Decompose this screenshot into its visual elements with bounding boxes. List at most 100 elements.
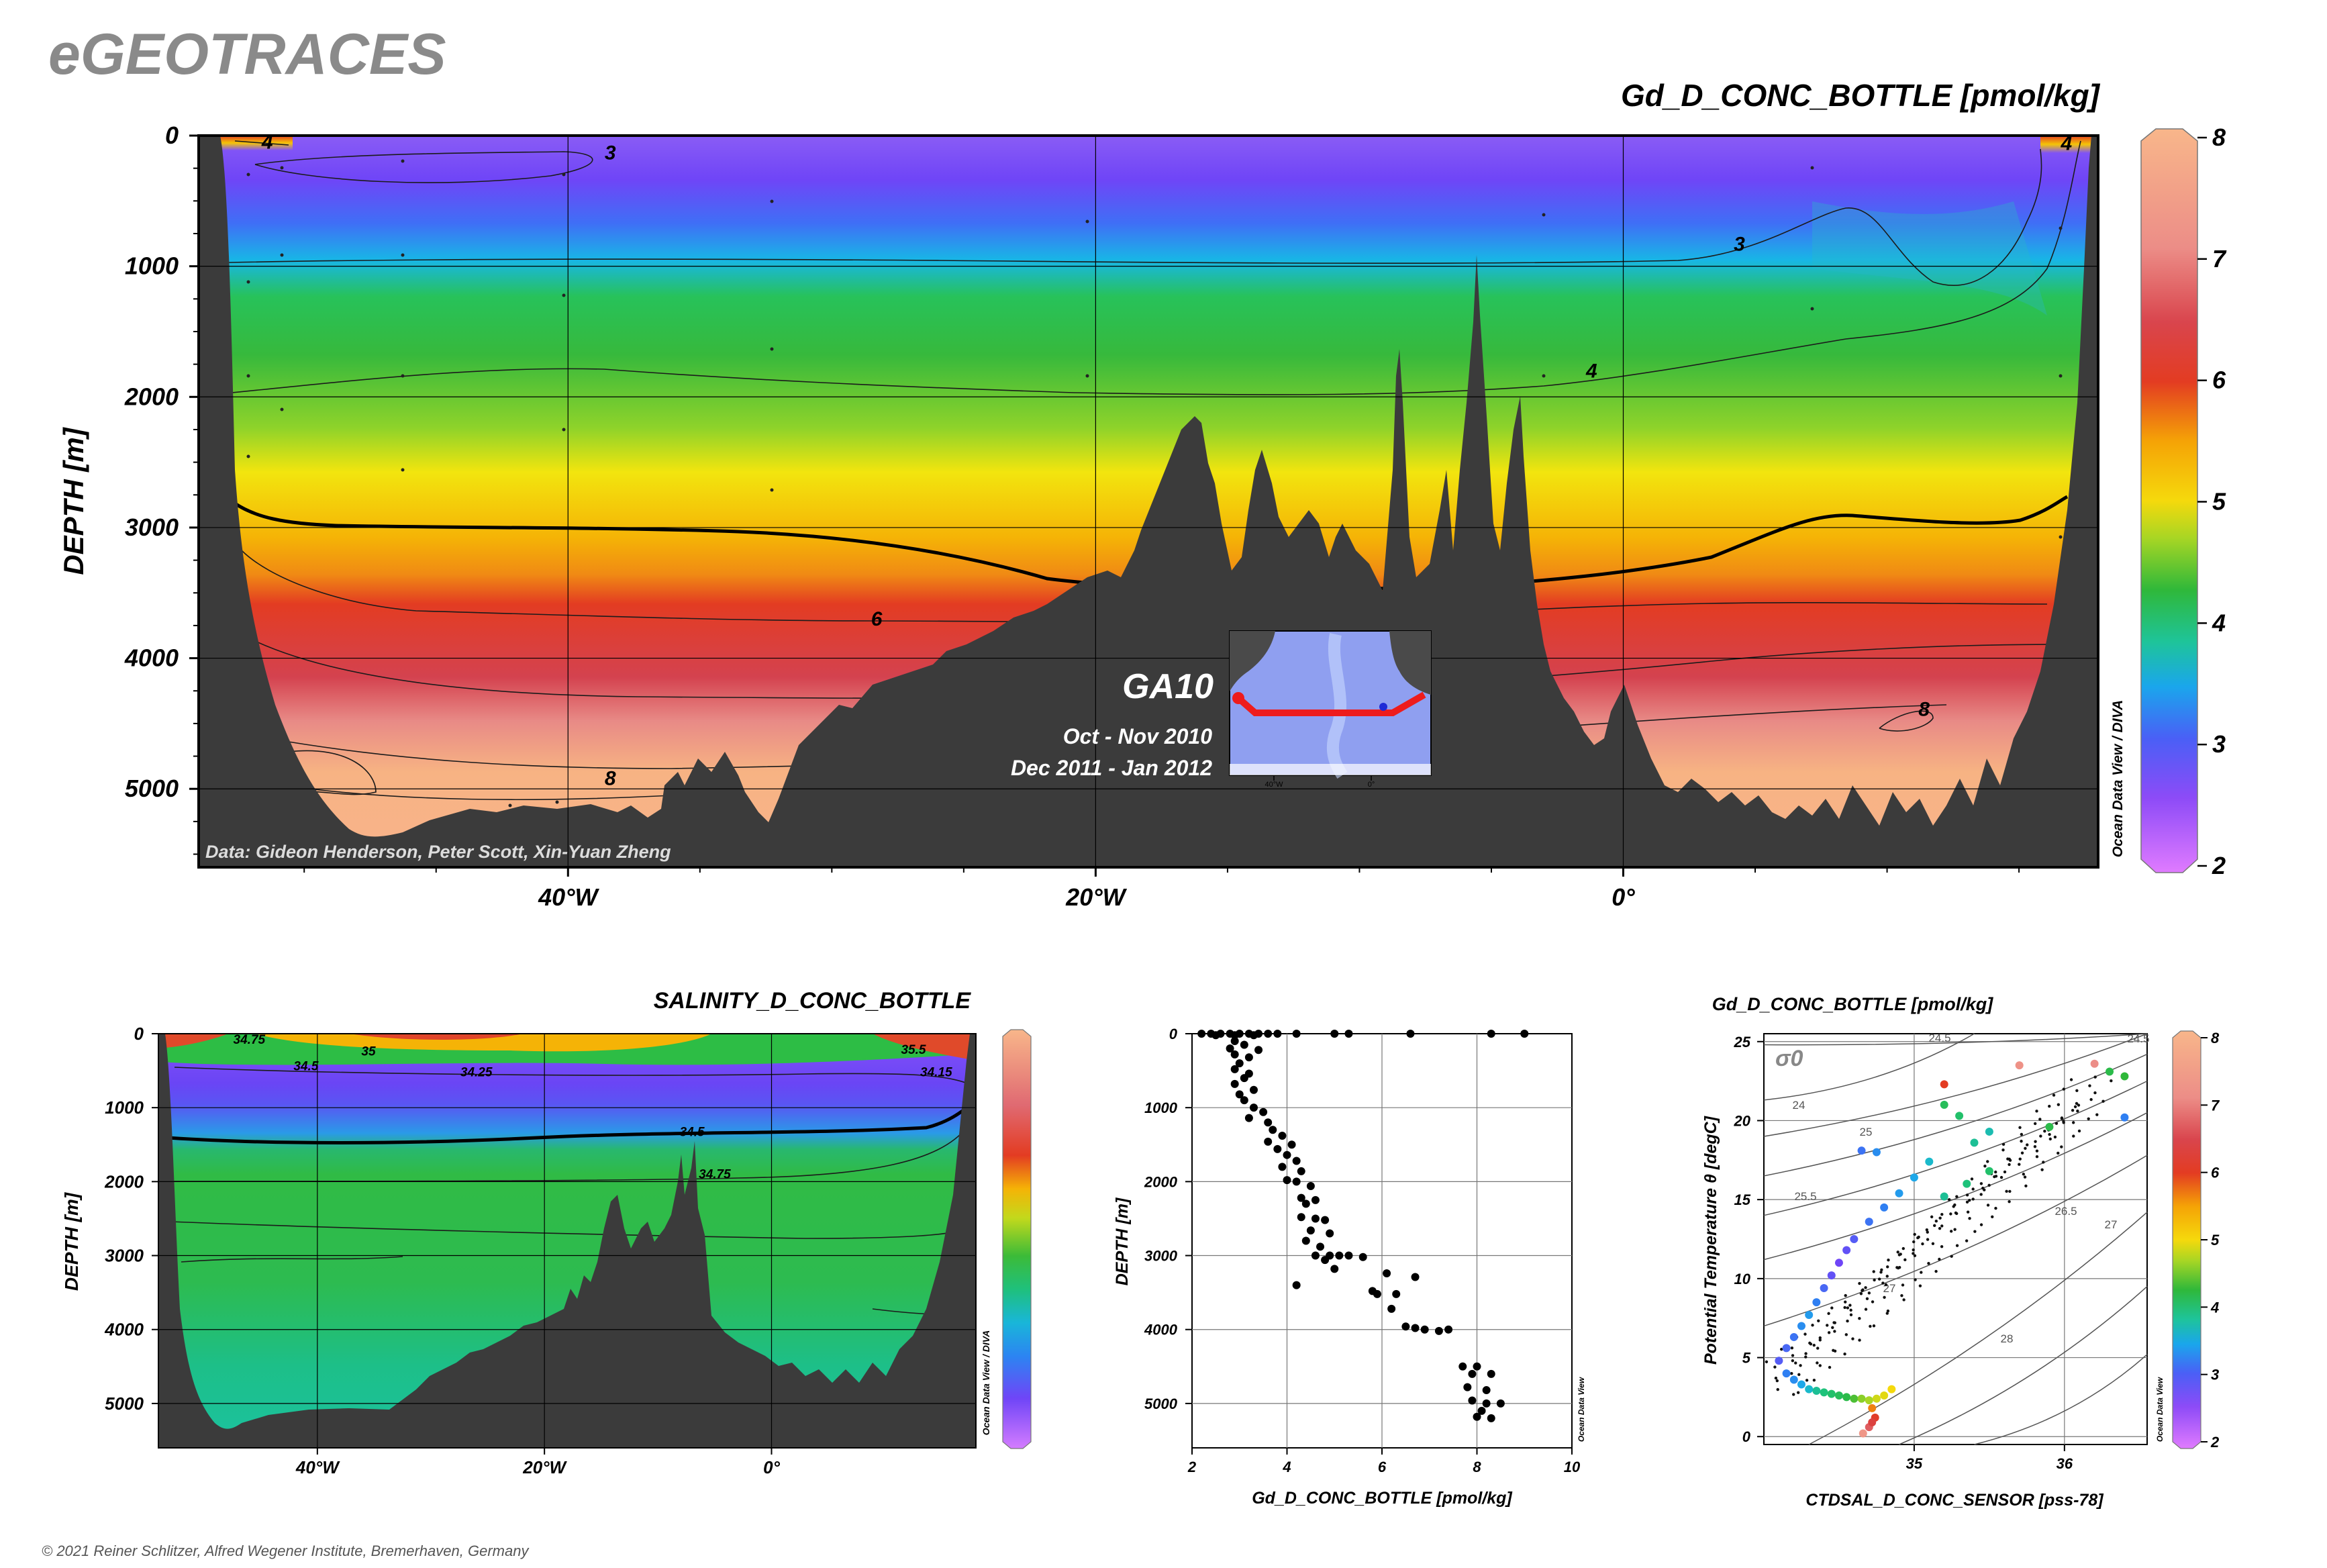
profile-point (1316, 1242, 1325, 1251)
profile-x-tick-label: 6 (1378, 1459, 1387, 1475)
profile-point (1321, 1256, 1330, 1265)
ts-background-point (2038, 1118, 2042, 1121)
ts-colorbar (2172, 1030, 2201, 1449)
profile-ylabel: DEPTH [m] (1113, 1197, 1132, 1285)
ts-background-point (1775, 1379, 1779, 1383)
profile-point (1468, 1396, 1477, 1405)
ts-background-point (1881, 1281, 1885, 1285)
ts-point (1789, 1332, 1798, 1341)
ts-point (2120, 1072, 2129, 1081)
ts-background-point (1920, 1271, 1923, 1274)
profile-point (1273, 1144, 1282, 1153)
ts-background-point (2072, 1134, 2075, 1138)
profile-point (1297, 1213, 1305, 1222)
ts-background-point (2040, 1168, 2044, 1171)
ts-background-point (1886, 1265, 1889, 1269)
salinity-frame (158, 1033, 977, 1449)
main-contour-label: 4 (1585, 360, 1597, 382)
sal-x-tick-label: 20°W (522, 1457, 567, 1477)
ts-background-point (1901, 1246, 1905, 1251)
profile-point (1249, 1104, 1258, 1112)
ts-point (1880, 1203, 1889, 1212)
profile-point (1230, 1065, 1239, 1073)
ts-background-point (2071, 1121, 2075, 1124)
profile-point (1520, 1030, 1529, 1038)
main-x-tick-label: 20°W (1065, 883, 1127, 911)
ts-point (1834, 1391, 1843, 1400)
ts-background-point (1794, 1361, 1797, 1365)
ts-x-tick-label: 35 (1906, 1455, 1923, 1472)
ts-point (1910, 1173, 1918, 1182)
contour-3-main (199, 148, 2042, 286)
main-odv-label: Ocean Data View / DIVA (2110, 700, 2126, 858)
ts-background-point (2020, 1151, 2024, 1155)
profile-point (1230, 1031, 1239, 1040)
ts-isopycnal (1763, 1112, 2148, 1261)
ts-background-point (2069, 1078, 2073, 1081)
theta-s-chart: Gd_D_CONC_BOTTLE [pmol/kg] 242525.526.52… (1701, 994, 2220, 1510)
ts-isopycnal (1763, 1080, 2148, 1216)
ts-point (1789, 1375, 1798, 1384)
main-contour-label: 4 (2060, 133, 2072, 155)
ts-y-tick-label: 25 (1734, 1034, 1751, 1050)
cruise-inset-map: 40°W 0° (1229, 630, 1432, 789)
ts-isopycnal (1763, 1033, 2148, 1046)
ts-background-point (1991, 1215, 1994, 1219)
salinity-axes: 40°W 20°W 0° 0 1000 2000 3000 4000 5000 (104, 1024, 976, 1477)
ts-background-point (1913, 1254, 1917, 1257)
ts-point (1857, 1394, 1866, 1403)
ts-background-point (2039, 1134, 2042, 1138)
ts-isopycnal-label: 28 (2001, 1332, 2014, 1345)
ts-background-point (2075, 1089, 2079, 1092)
contour-4-top (234, 140, 289, 146)
ts-background-point (1896, 1251, 1899, 1254)
ts-background-point (1883, 1295, 1886, 1299)
profile-y-tick-label: 2000 (1144, 1173, 1178, 1190)
ts-background-point (1966, 1210, 1970, 1214)
profile-point (1434, 1326, 1443, 1335)
ts-background-point (1987, 1183, 1991, 1187)
ts-background-point (1803, 1332, 1807, 1336)
ts-background-point (1844, 1300, 1847, 1304)
ts-point (1827, 1271, 1836, 1280)
ts-isopycnal-label: 24.5 (1928, 1032, 1950, 1044)
ts-background-point (1940, 1224, 1944, 1228)
ts-background-point (1885, 1312, 1889, 1315)
ts-background-point (1843, 1306, 1846, 1310)
ts-background-point (1954, 1211, 1958, 1215)
ts-background-point (2053, 1135, 2057, 1139)
ts-point (1955, 1112, 1964, 1120)
ts-background-point (1790, 1346, 1794, 1350)
main-surface-patch-east (2040, 136, 2098, 153)
ts-point (2015, 1061, 2024, 1070)
inset-tick-1: 40°W (1265, 781, 1283, 789)
ts-background-point (1983, 1188, 1986, 1191)
ts-isopycnal-label: 26.5 (2054, 1205, 2077, 1218)
salinity-contour-345-upper (174, 1067, 976, 1088)
ts-background-point (2057, 1103, 2061, 1106)
main-east-pocket (1812, 201, 2047, 315)
ts-background-point (1950, 1255, 1953, 1258)
ts-point (1797, 1322, 1805, 1330)
ts-background-point (2035, 1110, 2038, 1113)
ts-background-point (1955, 1195, 1959, 1198)
ts-background-point (1949, 1212, 1952, 1216)
ts-background-point (1846, 1306, 1850, 1310)
sal-y-tick-label: 0 (134, 1024, 144, 1044)
main-x-tick-label: 0° (1612, 883, 1635, 911)
main-colorbar-tick-label: 6 (2212, 366, 2226, 394)
ts-point (1834, 1259, 1843, 1267)
main-section-title: Gd_D_CONC_BOTTLE [pmol/kg] (1621, 78, 2101, 113)
profile-point (1278, 1132, 1287, 1140)
ts-background-point (2005, 1189, 2008, 1193)
ts-background-point (1817, 1319, 1820, 1322)
profile-point (1330, 1030, 1339, 1038)
main-section-ylabel: DEPTH [m] (58, 426, 89, 575)
ts-background-point (2093, 1075, 2097, 1079)
ts-background-point (2048, 1104, 2051, 1108)
ts-point (1805, 1385, 1814, 1393)
ts-point (1985, 1127, 1993, 1136)
ts-point (1970, 1138, 1979, 1147)
ts-background-point (1938, 1216, 1942, 1220)
